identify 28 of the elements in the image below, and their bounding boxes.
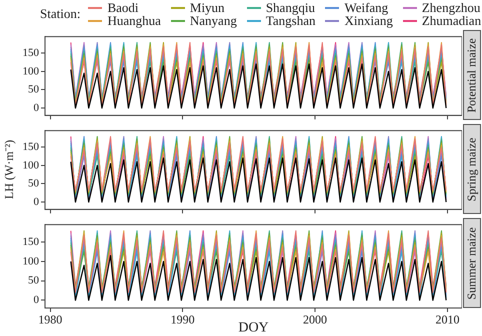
y-tick-label: 50 [28, 274, 40, 287]
y-tick-label: 150 [22, 140, 40, 153]
text: Spring maize [464, 137, 480, 201]
text: Potential maize [464, 38, 480, 112]
y-tick-label: 0 [34, 196, 40, 208]
y-tick-label: 100 [22, 65, 40, 78]
text: Summer maize [464, 226, 480, 300]
y-tick-label: 50 [28, 178, 40, 190]
y-tick-label: 100 [22, 159, 40, 172]
y-axis-title: LH (W·m⁻²) [0, 139, 17, 199]
y-tick-label: 0 [34, 294, 40, 306]
y-tick-label: 150 [22, 46, 40, 59]
y-tick-label: 50 [28, 84, 40, 96]
y-tick-label: 100 [22, 255, 40, 268]
x-tick-label: 2000 [303, 312, 328, 326]
x-axis-title: DOY [238, 320, 269, 336]
legend-label: Weifang [344, 0, 388, 15]
x-tick-label: 1980 [38, 312, 62, 326]
legend-label: Huanghua [107, 13, 161, 28]
legend-title: Station: [40, 6, 80, 22]
legend-label: Miyun [190, 0, 225, 15]
x-tick-label: 1990 [170, 312, 195, 326]
legend-label: Zhengzhou [422, 0, 480, 15]
legend-label: Shangqiu [266, 0, 315, 15]
x-tick-label: 2010 [435, 312, 460, 326]
y-tick-label: 0 [34, 102, 40, 114]
y-tick-label: 150 [22, 236, 40, 248]
legend-label: Baodi [107, 0, 139, 15]
